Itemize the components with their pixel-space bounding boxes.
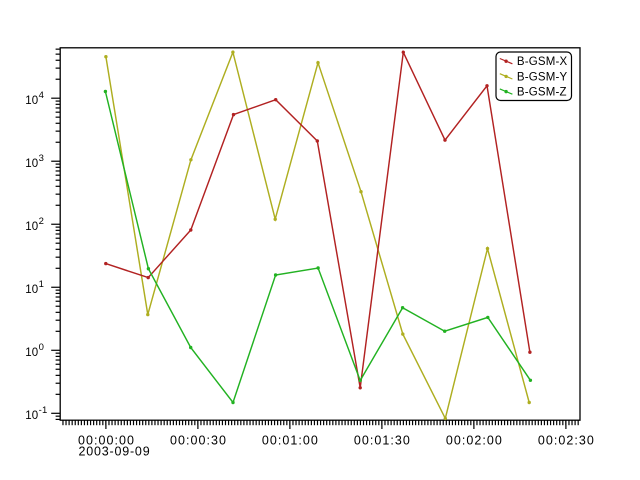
svg-text:3: 3 <box>39 153 44 164</box>
svg-text:00:01:00: 00:01:00 <box>262 433 319 447</box>
svg-text:00:01:30: 00:01:30 <box>354 433 411 447</box>
svg-text:-1: -1 <box>39 405 48 416</box>
svg-text:10: 10 <box>25 347 38 359</box>
svg-text:2003-09-09: 2003-09-09 <box>79 445 151 459</box>
svg-text:10: 10 <box>25 221 38 233</box>
svg-text:10: 10 <box>25 284 38 296</box>
svg-text:10: 10 <box>25 158 38 170</box>
svg-text:B-GSM-X: B-GSM-X <box>517 56 568 68</box>
svg-text:2: 2 <box>39 216 44 227</box>
svg-text:00:02:30: 00:02:30 <box>538 433 595 447</box>
svg-text:00:00:30: 00:00:30 <box>170 433 227 447</box>
svg-text:10: 10 <box>25 410 38 422</box>
svg-text:B-GSM-Z: B-GSM-Z <box>517 87 567 99</box>
svg-text:00:00:00: 00:00:00 <box>78 433 135 447</box>
svg-text:0: 0 <box>39 342 44 353</box>
svg-text:10: 10 <box>25 95 38 107</box>
svg-text:4: 4 <box>39 90 44 101</box>
svg-text:1: 1 <box>39 279 44 290</box>
svg-text:00:02:00: 00:02:00 <box>446 433 503 447</box>
svg-text:B-GSM-Y: B-GSM-Y <box>517 71 568 83</box>
